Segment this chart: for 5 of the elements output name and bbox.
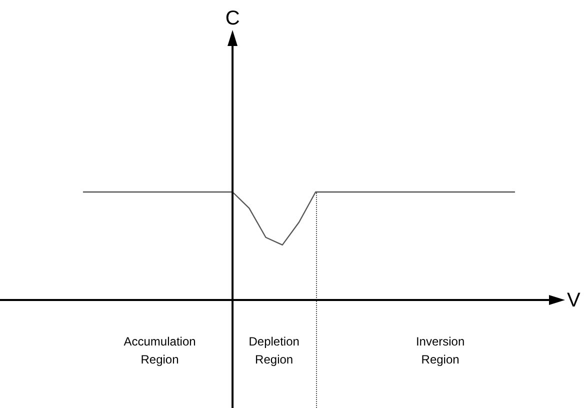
x-axis-title: V [567, 290, 581, 312]
text: Depletion Region [248, 334, 300, 366]
text: Inversion Region [416, 334, 465, 366]
text: C [225, 8, 240, 30]
text: Accumulation Region [124, 334, 196, 366]
